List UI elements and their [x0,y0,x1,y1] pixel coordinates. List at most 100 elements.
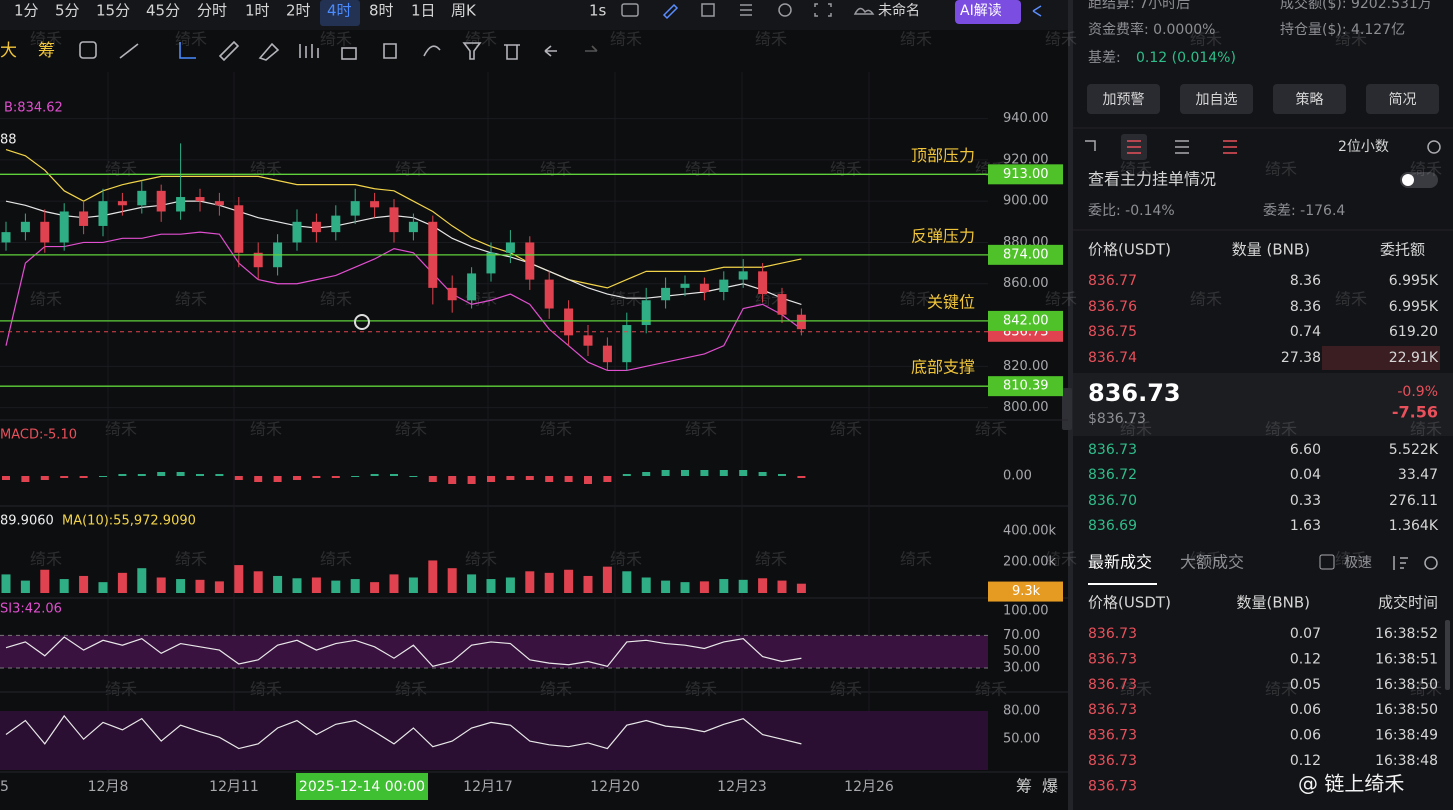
macd-bar [351,476,360,477]
interval[interactable]: 1日 [411,2,436,20]
funding: 资金费率: 0.0000% [1088,21,1215,38]
watermark: 绮禾 [1335,30,1367,49]
watermark: 绮禾 [610,30,642,49]
watermark: 绮禾 [175,290,207,309]
macd-bar [273,476,282,482]
volume-bar [622,571,632,593]
quantity: 8.36 [1290,299,1321,315]
watermark: 绮禾 [900,30,932,49]
candle-body [20,221,30,233]
volume-bar [311,577,321,593]
button[interactable] [1087,84,1160,114]
drawing-tools [79,40,598,62]
volume-bar [777,580,787,593]
interval[interactable]: 8时 [369,2,394,20]
main-orders[interactable]: 查看主力挂单情况 [1088,170,1216,189]
book-header: 价格(USDT) [1088,241,1171,259]
candle-body [719,279,729,292]
trades-header: 成交时间 [1378,594,1438,612]
watermark: 绮禾 [175,550,207,569]
speed[interactable]: 1s [589,2,607,20]
candle-body [680,283,690,288]
button-label[interactable]: 策略 [1296,91,1324,108]
volume-bar [137,568,147,593]
volume-bar [467,574,477,593]
watermark: 绮禾 [1410,420,1442,439]
volume-bar [20,580,30,593]
trade-price: 836.73 [1088,753,1137,769]
candle-body [758,271,768,295]
interval[interactable]: 周K [451,2,477,20]
watermark: 绮禾 [1190,30,1222,49]
candle-body [622,325,632,363]
x-tick-label: 12月20 [590,779,640,795]
macd-bar [642,472,651,476]
macd-bar [99,476,107,477]
macd-bar [21,476,30,482]
watermark: 绮禾 [1265,680,1297,699]
watermark: 绮禾 [105,160,137,179]
y-tick-label: 200.00k [1003,555,1056,570]
quantity: 0.04 [1290,467,1321,483]
layout-name[interactable]: 未命名 [878,2,920,19]
interval[interactable]: 5分 [55,2,80,20]
watermark: 绮禾 [105,680,137,699]
boll-label: B:834.62 [4,101,63,116]
amount: 6.995K [1389,273,1439,289]
y-tick-label: 920.00 [1003,152,1049,167]
amount: 6.995K [1389,299,1439,315]
macd-bar [118,474,127,476]
ai-button[interactable]: AI解读 [960,2,1002,19]
decimals[interactable]: 2位小数 [1338,139,1389,155]
volume-bar [505,577,515,593]
candle-body [447,287,457,301]
candle-body [195,197,205,202]
quantity: 1.63 [1290,518,1321,534]
volume-bar [428,560,438,593]
volume-bar [738,579,748,593]
amount: 33.47 [1398,467,1438,483]
button[interactable] [1180,84,1253,114]
button[interactable] [1273,84,1346,114]
ai-button-bg[interactable] [955,0,1021,24]
macd-bar [409,476,418,477]
volume-bar [758,578,768,593]
book-ratio: 委比: -0.14% [1088,203,1175,219]
interval[interactable]: 4时 [327,2,352,20]
macd-bar [331,476,340,478]
button-label[interactable]: 简况 [1389,91,1417,108]
quantity: 0.33 [1290,493,1321,509]
interval[interactable]: 1分 [14,2,39,20]
checkbox[interactable] [1319,554,1335,570]
x-tick-label: 12月26 [844,779,894,795]
axis-end[interactable]: 筹 [1016,777,1032,796]
candle-body [641,300,651,326]
macd-bar [545,476,554,482]
interval[interactable]: 45分 [146,2,180,20]
button-label[interactable]: 加自选 [1196,92,1238,108]
trades-tab[interactable]: 最新成交 [1088,553,1152,572]
crosshair-label: 2025-12-14 00:00 [299,779,425,795]
macd-bar [681,470,689,476]
y-tick-label: 820.00 [1003,359,1049,374]
interval[interactable]: 1时 [245,2,270,20]
y-tick-label: 50.00 [1003,732,1040,747]
watermark: 绮禾 [1190,550,1222,569]
level-label: 842.00 [1003,313,1049,328]
button-label[interactable]: 加预警 [1103,92,1145,108]
candle-body [253,252,263,268]
volume-bar [583,575,593,593]
macd-bar [700,470,709,476]
watermark: 绮禾 [465,30,497,49]
volume-bar [40,569,50,593]
trades-tab[interactable]: 大额成交 [1180,553,1244,572]
tool-chips[interactable]: 筹 [38,41,55,61]
button[interactable] [1366,84,1439,114]
book-header: 委托额 [1380,241,1425,259]
tool-big[interactable]: 大 [0,41,17,61]
interval[interactable]: 15分 [96,2,130,20]
interval[interactable]: 分时 [197,2,227,20]
axis-end[interactable]: 爆 [1042,777,1058,796]
interval[interactable]: 2时 [286,2,311,20]
